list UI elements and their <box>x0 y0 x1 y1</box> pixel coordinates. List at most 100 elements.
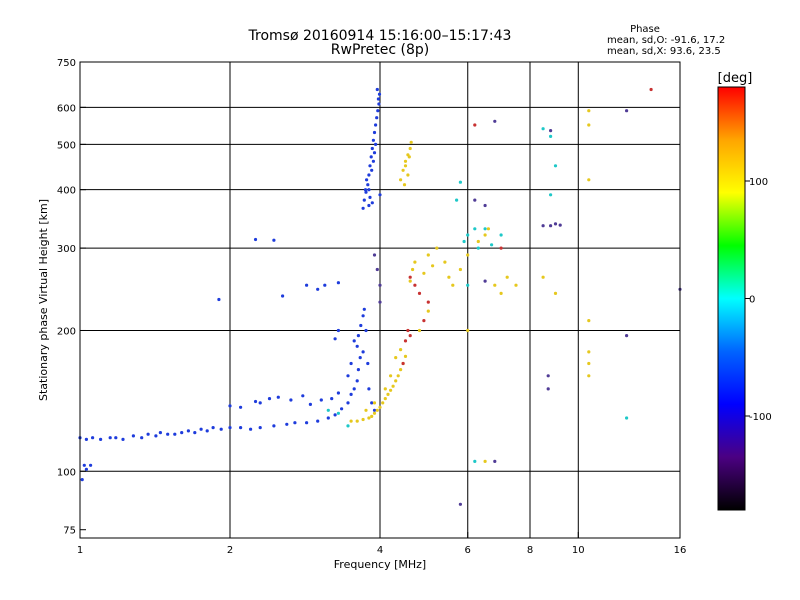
data-point <box>346 401 350 405</box>
data-point <box>186 429 190 433</box>
data-point <box>483 459 487 463</box>
data-point <box>383 397 387 401</box>
data-point <box>406 173 410 177</box>
data-point <box>447 275 451 279</box>
data-point <box>370 146 374 151</box>
data-point <box>249 427 253 431</box>
data-point <box>340 407 344 411</box>
data-point <box>391 384 395 388</box>
data-point <box>336 391 340 395</box>
data-point <box>386 392 390 396</box>
data-point <box>483 279 487 283</box>
phase-box-title: Phase <box>630 24 660 35</box>
data-point <box>483 227 487 231</box>
data-point <box>376 109 380 113</box>
data-point <box>546 374 550 378</box>
data-point <box>367 416 371 420</box>
data-point <box>336 328 340 333</box>
data-point <box>349 392 353 396</box>
data-point <box>358 356 362 360</box>
data-point <box>253 399 258 404</box>
data-point <box>146 432 150 436</box>
data-point <box>121 437 125 441</box>
data-point <box>625 416 629 420</box>
x-tick-label: 2 <box>227 545 233 556</box>
data-points <box>78 87 682 506</box>
data-point <box>451 283 455 287</box>
data-point <box>378 283 382 287</box>
data-point <box>541 127 545 131</box>
data-point <box>458 267 462 272</box>
data-point <box>483 233 487 237</box>
data-point <box>346 374 350 378</box>
data-point <box>374 142 378 146</box>
data-point <box>272 424 276 428</box>
data-point <box>372 130 377 135</box>
data-point <box>281 294 285 298</box>
data-point <box>399 368 403 372</box>
data-point <box>180 431 184 435</box>
data-point <box>316 287 320 291</box>
data-point <box>403 339 408 343</box>
x-tick-label: 10 <box>572 545 585 556</box>
data-point <box>349 419 353 423</box>
data-point <box>140 436 144 440</box>
data-point <box>473 227 477 231</box>
data-point <box>253 237 258 242</box>
data-point <box>403 164 408 168</box>
data-point <box>541 224 545 228</box>
data-point <box>431 264 435 268</box>
data-point <box>356 334 360 338</box>
data-point <box>305 421 309 425</box>
data-point <box>361 206 365 210</box>
data-point <box>587 374 591 378</box>
data-point <box>383 387 387 391</box>
data-point <box>389 374 393 378</box>
data-point <box>417 291 422 295</box>
x-axis: 1 2 4 6 8 10 16 <box>77 532 687 556</box>
data-point <box>587 319 591 323</box>
x-tick-label: 1 <box>77 545 83 556</box>
y-tick-label: 400 <box>57 186 76 197</box>
data-point <box>401 361 405 366</box>
data-point <box>394 379 398 383</box>
data-point <box>377 92 382 96</box>
data-point <box>258 426 262 430</box>
data-point <box>91 436 95 440</box>
data-point <box>549 224 553 228</box>
data-point <box>370 201 374 205</box>
data-point <box>483 203 487 208</box>
data-point <box>422 319 426 323</box>
chart-subtitle: RwPretec (8p) <box>331 42 429 58</box>
data-point <box>381 401 385 405</box>
data-point <box>462 239 466 244</box>
data-point <box>372 151 377 155</box>
data-point <box>363 188 368 192</box>
data-point <box>355 419 359 423</box>
phase-box-line1: mean, sd,O: -91.6, 17.2 <box>607 35 725 46</box>
data-point <box>587 350 591 354</box>
data-point <box>505 275 509 279</box>
x-tick-label: 16 <box>674 545 687 556</box>
data-point <box>466 253 470 257</box>
data-point <box>375 267 379 272</box>
y-tick-label: 200 <box>57 326 76 337</box>
data-point <box>239 426 243 430</box>
data-point <box>367 173 371 177</box>
data-point <box>355 344 359 348</box>
data-point <box>466 233 470 237</box>
data-point <box>426 253 430 257</box>
data-point <box>336 281 340 285</box>
data-point <box>364 408 368 412</box>
data-point <box>330 397 334 401</box>
data-point <box>217 297 221 302</box>
data-point <box>394 356 398 360</box>
data-point <box>84 467 88 471</box>
y-tick-label: 500 <box>57 140 76 151</box>
data-point <box>362 307 366 311</box>
data-point <box>372 408 377 412</box>
data-point <box>411 267 415 272</box>
data-point <box>493 283 497 287</box>
data-point <box>422 271 426 275</box>
